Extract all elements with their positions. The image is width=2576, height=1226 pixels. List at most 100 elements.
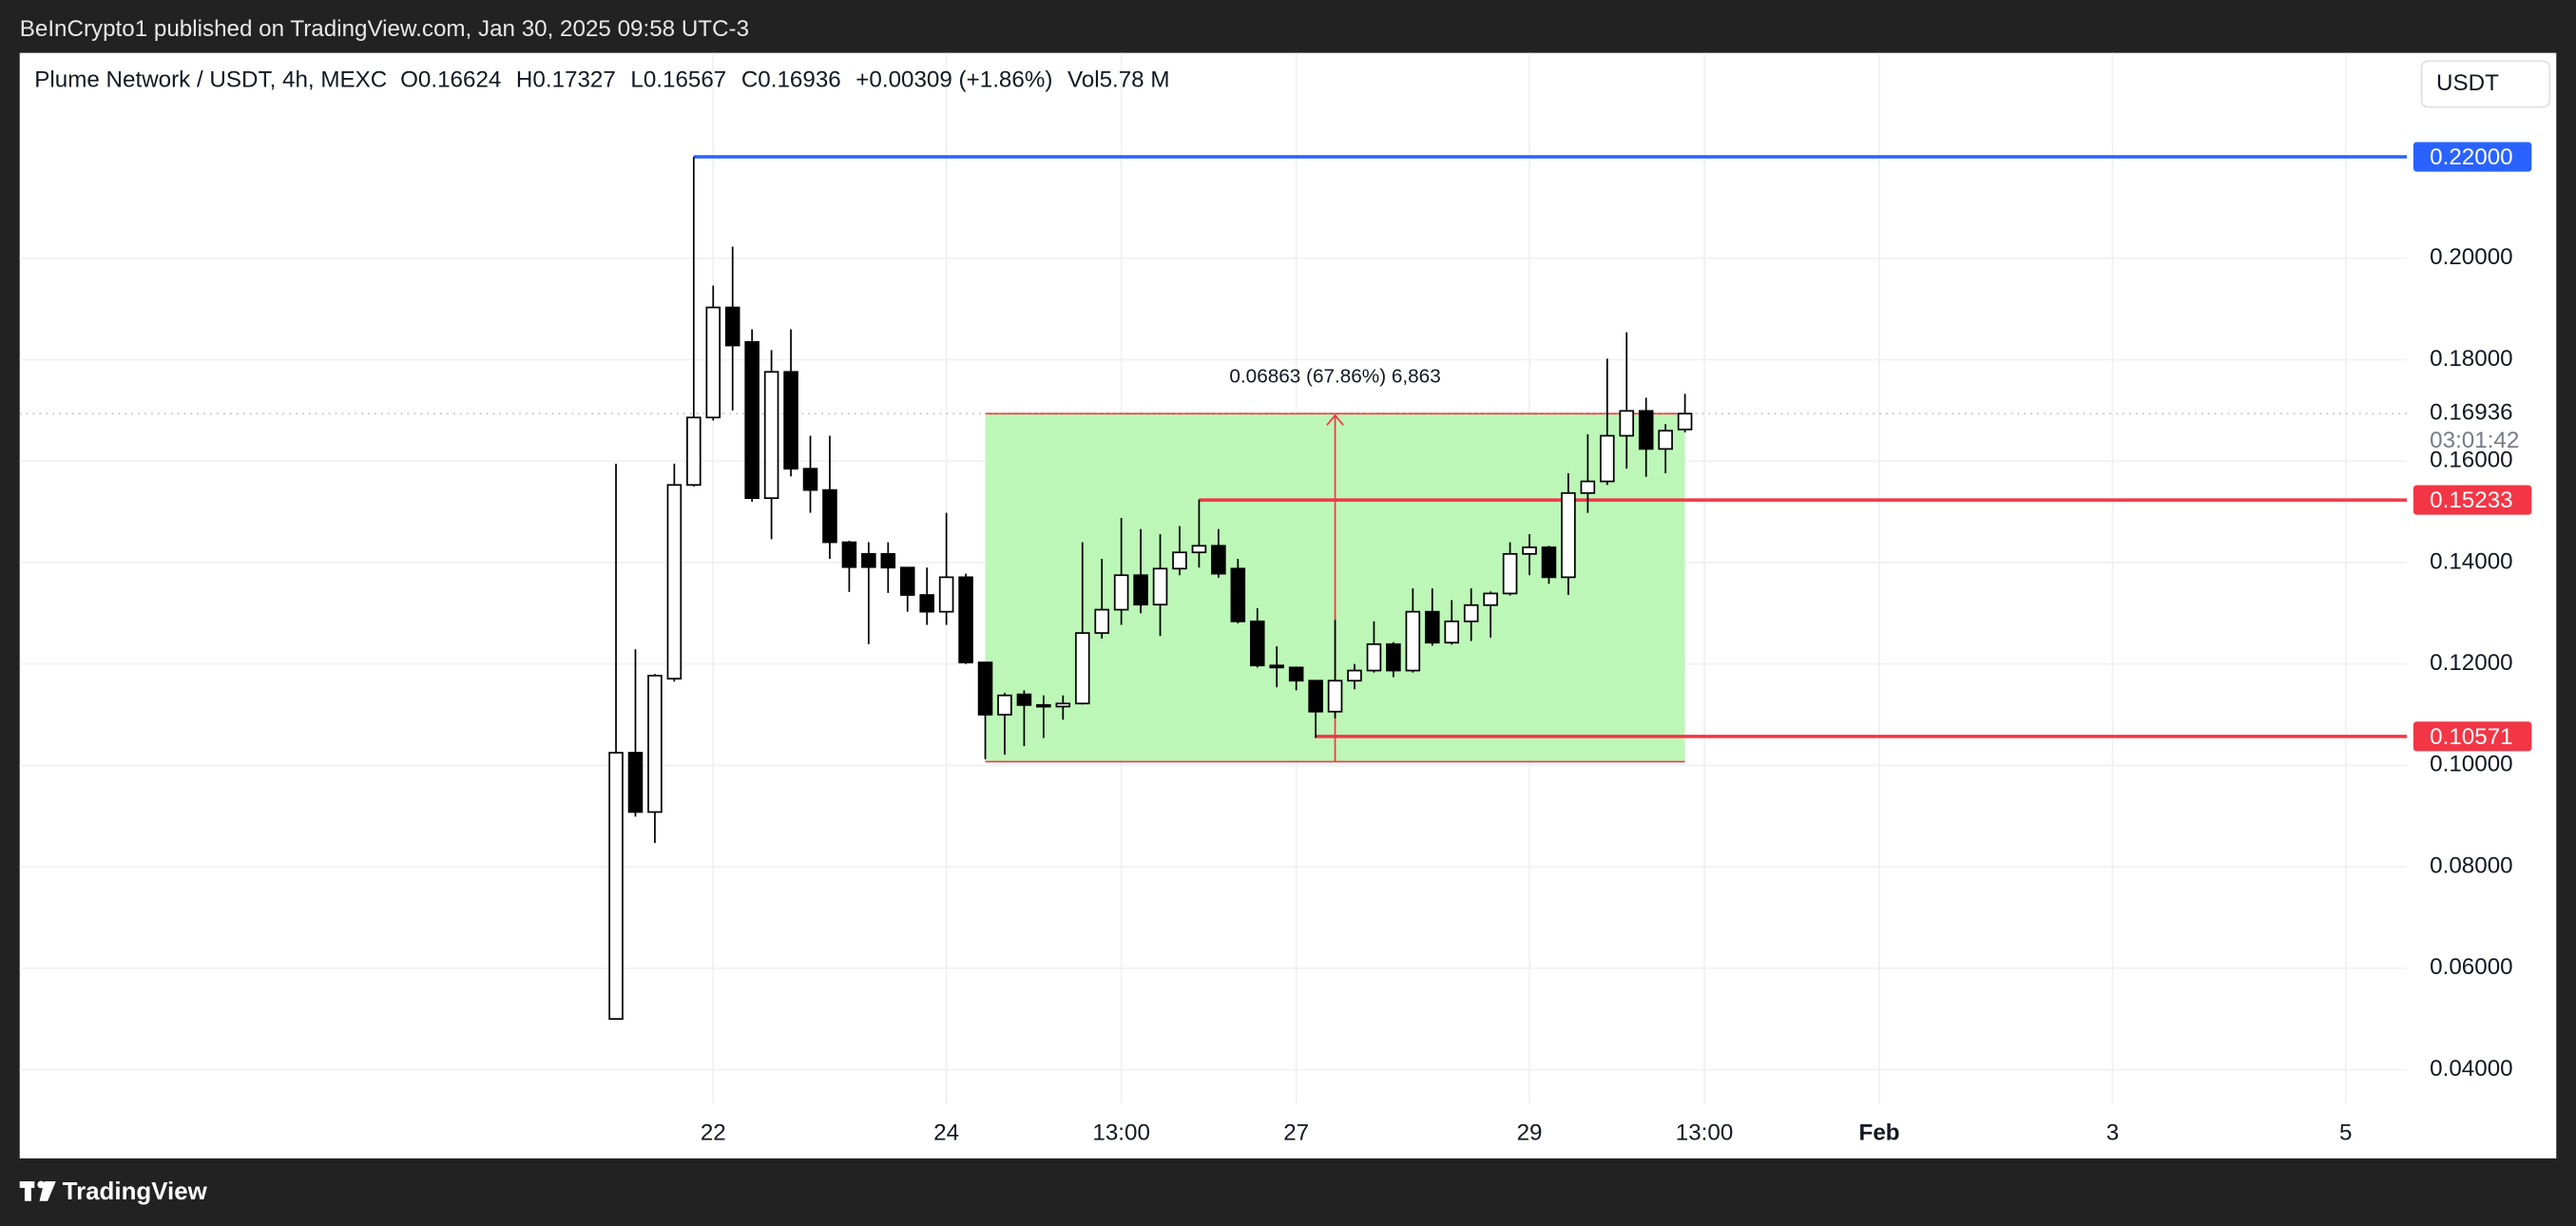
- tv-logo: [19, 1180, 56, 1201]
- candle-body: [1522, 546, 1537, 555]
- candle-body: [1055, 702, 1071, 708]
- x-tick-label: 5: [2339, 1120, 2352, 1145]
- candle-body: [1483, 592, 1498, 606]
- level-label: 0.22000: [2430, 144, 2512, 170]
- y-tick-label: 0.06000: [2430, 954, 2512, 980]
- candle-body: [997, 694, 1012, 716]
- legend: Plume Network / USDT, 4h, MEXC O 0.16624 H 0…: [34, 67, 1169, 92]
- candle-body: [841, 541, 857, 568]
- candle-body: [783, 371, 798, 470]
- x-tick-label: 13:00: [1092, 1120, 1150, 1145]
- currency-button[interactable]: [2420, 60, 2551, 108]
- candle-body: [1541, 546, 1557, 579]
- candle-body: [1658, 430, 1673, 450]
- grid: [19, 52, 2407, 1104]
- candle-body: [705, 306, 721, 419]
- candle-body: [647, 675, 663, 814]
- candles: [608, 157, 1693, 1020]
- chart-title: Plume Network / USDT, 4h, MEXC: [34, 67, 387, 92]
- candle-body: [1425, 610, 1440, 644]
- legend-value: 0.16624: [418, 67, 501, 92]
- candle-body: [666, 484, 682, 680]
- y-tick-label: 0.18000: [2430, 346, 2512, 372]
- candle-body: [763, 371, 779, 499]
- candle-body: [1347, 669, 1362, 682]
- candle-body: [1074, 632, 1090, 705]
- candle-body: [627, 752, 644, 814]
- countdown: 03:01:42: [2430, 428, 2519, 453]
- y-tick-label: 0.14000: [2430, 548, 2512, 574]
- candle-body: [1444, 620, 1460, 644]
- candle-body: [1249, 620, 1265, 667]
- candle-body: [1561, 491, 1576, 579]
- candle-body: [608, 752, 624, 1020]
- candle-body: [1211, 545, 1226, 575]
- legend-key: C: [741, 67, 758, 92]
- legend-key: Vol: [1067, 67, 1100, 92]
- candle-body: [1638, 410, 1654, 450]
- legend-value: 5.78 M: [1100, 67, 1170, 92]
- x-tick-label: 3: [2106, 1120, 2119, 1145]
- publish-header: BeInCrypto1 published on TradingView.com…: [20, 16, 749, 42]
- candle-body: [1366, 642, 1382, 672]
- candle-body: [1405, 610, 1421, 672]
- candle-body: [958, 576, 973, 663]
- x-tick-label: 24: [933, 1120, 959, 1145]
- legend-value: 0.16567: [644, 67, 726, 92]
- candle-body: [802, 468, 818, 491]
- candle-body: [744, 340, 759, 499]
- y-tick-label: 0.20000: [2430, 244, 2512, 270]
- candle-body: [1327, 680, 1343, 713]
- level-tag: [2413, 142, 2532, 172]
- candle-body: [1386, 642, 1401, 672]
- candle-body: [1094, 608, 1109, 634]
- candle-body: [938, 576, 954, 613]
- y-tick-label: 0.08000: [2430, 852, 2512, 878]
- candle-body: [1288, 666, 1304, 682]
- level-tag: [2413, 485, 2532, 515]
- y-tick-label: 0.04000: [2430, 1056, 2512, 1082]
- candle-body: [1152, 567, 1168, 606]
- last-price-label: 0.16936: [2430, 400, 2512, 426]
- candle-body: [1619, 410, 1635, 437]
- candle-body: [1172, 551, 1187, 570]
- candle-body: [861, 552, 876, 568]
- x-tick-label: 13:00: [1676, 1120, 1734, 1145]
- labels: 0.04000 0.06000 0.08000 0.10000 0.12000 0.140…: [701, 142, 2532, 1145]
- x-tick-label: 22: [701, 1120, 726, 1145]
- candle-body: [822, 488, 837, 544]
- legend-value: 0.16936: [758, 67, 840, 92]
- candle-body: [1133, 574, 1148, 606]
- level-tag: [2413, 721, 2532, 752]
- candle-body: [1191, 545, 1207, 554]
- legend-key: O: [400, 67, 418, 92]
- candle-body: [899, 566, 915, 596]
- candle-body: [1230, 567, 1246, 623]
- y-tick-label: 0.12000: [2430, 650, 2512, 676]
- candle-body: [1308, 680, 1323, 713]
- candle-body: [686, 416, 702, 487]
- candle-body: [1580, 480, 1596, 494]
- x-tick-label: 29: [1517, 1120, 1543, 1145]
- candle-body: [724, 306, 740, 347]
- candle-body: [880, 552, 896, 569]
- y-tick-label: 0.10000: [2430, 752, 2512, 777]
- candle-body: [1016, 693, 1032, 706]
- candle-body: [977, 661, 993, 716]
- x-tick-label: Feb: [1859, 1120, 1900, 1145]
- candle-body: [919, 594, 934, 613]
- candle-body: [1269, 664, 1284, 669]
- currency-label[interactable]: USDT: [2436, 70, 2499, 96]
- range-label: 0.06863 (67.86%) 6,863: [1229, 366, 1440, 388]
- candle-body: [1036, 703, 1051, 708]
- candle-body: [1600, 434, 1615, 483]
- legend-value: 0.17327: [532, 67, 615, 92]
- y-tick-label: 0.16000: [2430, 448, 2512, 473]
- legend-change: +0.00309 (+1.86%): [855, 67, 1052, 92]
- x-tick-label: 27: [1283, 1120, 1309, 1145]
- legend-key: L: [630, 67, 643, 92]
- legend-key: H: [516, 67, 532, 92]
- footer-brand: TradingView: [63, 1178, 208, 1205]
- candle-body: [1113, 574, 1129, 611]
